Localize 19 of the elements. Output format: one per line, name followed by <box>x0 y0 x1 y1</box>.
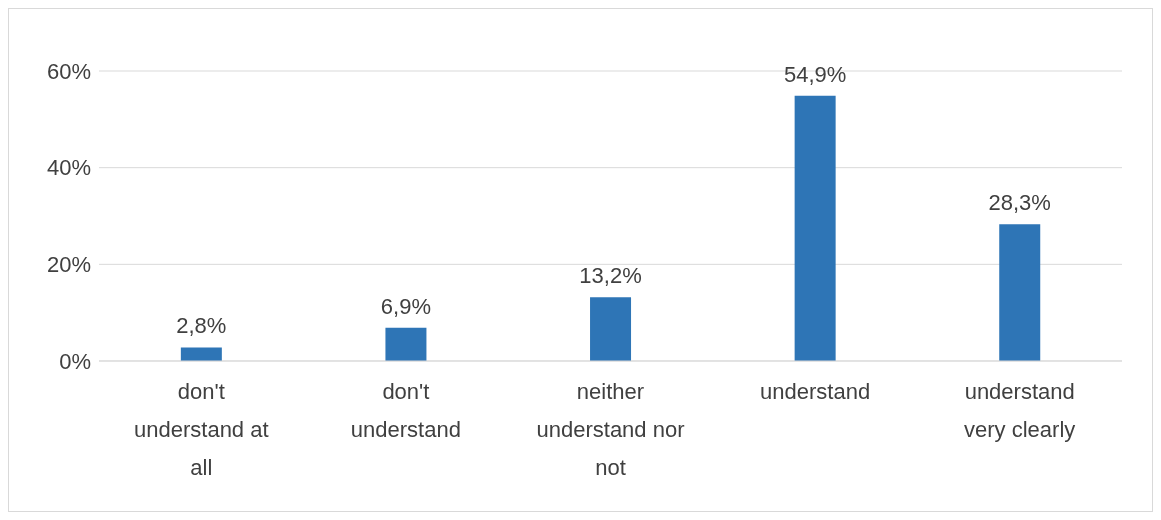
x-tick-label: don't understand <box>350 379 461 442</box>
bar <box>590 297 632 361</box>
x-tick-label: don't understand at all <box>134 379 269 480</box>
bar <box>999 224 1041 361</box>
data-label: 28,3% <box>988 190 1051 216</box>
data-label: 2,8% <box>176 313 227 339</box>
x-tick-label: neither understand nor not <box>536 379 685 480</box>
y-tick-label: 0% <box>59 348 91 374</box>
x-tick-label: understand very clearly <box>964 379 1076 442</box>
data-label: 6,9% <box>380 293 432 319</box>
y-tick-label: 20% <box>46 252 91 278</box>
y-tick-label: 40% <box>46 155 91 181</box>
y-tick-label: 60% <box>46 58 91 84</box>
bar <box>180 347 222 361</box>
bar <box>794 95 836 361</box>
bar <box>385 327 427 361</box>
data-label: 54,9% <box>783 61 847 87</box>
x-tick-label: understand <box>760 379 871 404</box>
data-label: 13,2% <box>579 263 642 289</box>
